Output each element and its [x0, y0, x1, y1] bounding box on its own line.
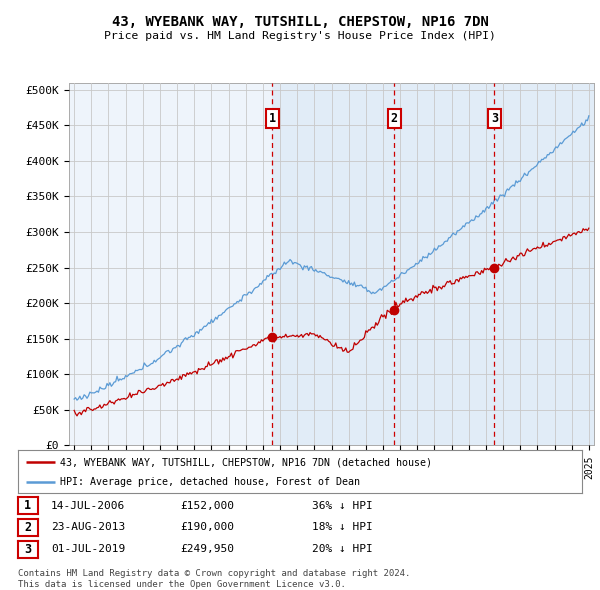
Bar — [272, 83, 394, 445]
Text: 36% ↓ HPI: 36% ↓ HPI — [312, 501, 373, 510]
Text: 1: 1 — [269, 112, 275, 124]
Text: Contains HM Land Registry data © Crown copyright and database right 2024.
This d: Contains HM Land Registry data © Crown c… — [18, 569, 410, 589]
Bar — [394, 83, 494, 445]
Text: 3: 3 — [25, 543, 31, 556]
Text: 3: 3 — [491, 112, 498, 124]
Text: £190,000: £190,000 — [180, 523, 234, 532]
Text: 14-JUL-2006: 14-JUL-2006 — [51, 501, 125, 510]
Text: 1: 1 — [25, 499, 31, 512]
Text: £249,950: £249,950 — [180, 545, 234, 554]
Text: 2: 2 — [391, 112, 398, 124]
Text: 43, WYEBANK WAY, TUTSHILL, CHEPSTOW, NP16 7DN (detached house): 43, WYEBANK WAY, TUTSHILL, CHEPSTOW, NP1… — [60, 457, 432, 467]
Text: 01-JUL-2019: 01-JUL-2019 — [51, 545, 125, 554]
Text: 43, WYEBANK WAY, TUTSHILL, CHEPSTOW, NP16 7DN: 43, WYEBANK WAY, TUTSHILL, CHEPSTOW, NP1… — [112, 15, 488, 29]
Text: 2: 2 — [25, 521, 31, 534]
Bar — [494, 83, 598, 445]
Text: HPI: Average price, detached house, Forest of Dean: HPI: Average price, detached house, Fore… — [60, 477, 360, 487]
Text: 18% ↓ HPI: 18% ↓ HPI — [312, 523, 373, 532]
Text: £152,000: £152,000 — [180, 501, 234, 510]
Text: 23-AUG-2013: 23-AUG-2013 — [51, 523, 125, 532]
Text: 20% ↓ HPI: 20% ↓ HPI — [312, 545, 373, 554]
Text: Price paid vs. HM Land Registry's House Price Index (HPI): Price paid vs. HM Land Registry's House … — [104, 31, 496, 41]
